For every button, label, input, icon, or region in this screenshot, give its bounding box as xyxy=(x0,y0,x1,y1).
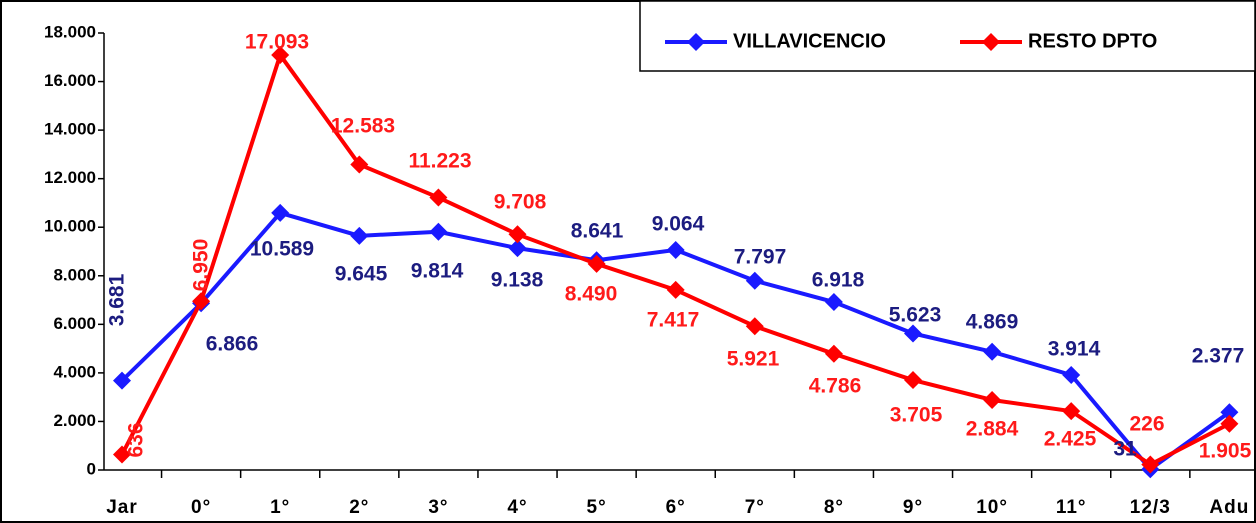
data-label: 9.814 xyxy=(411,260,464,283)
legend-box xyxy=(639,0,1256,72)
x-tick-label: Adu xyxy=(1209,497,1249,518)
data-label: 4.786 xyxy=(809,375,862,398)
data-label: 2.377 xyxy=(1192,345,1245,368)
point-marker xyxy=(1220,403,1239,422)
point-marker xyxy=(271,203,290,222)
y-tick-label: 0 xyxy=(87,459,96,478)
x-tick-label: 7° xyxy=(745,497,765,518)
point-marker xyxy=(429,188,448,207)
y-tick-label: 2.000 xyxy=(53,411,96,430)
point-marker xyxy=(666,280,685,299)
point-marker xyxy=(1062,402,1081,421)
data-label: 226 xyxy=(1129,413,1164,436)
point-marker xyxy=(904,371,922,390)
data-label: 3.914 xyxy=(1048,338,1101,361)
point-marker xyxy=(983,390,1002,409)
data-label: 1.905 xyxy=(1199,440,1252,463)
data-label: 11.223 xyxy=(408,150,471,173)
point-marker xyxy=(666,240,685,259)
point-marker xyxy=(1141,455,1160,474)
data-label: 6.918 xyxy=(812,269,865,292)
data-label: 6.950 xyxy=(190,239,213,292)
data-label: 17.093 xyxy=(245,31,309,54)
point-marker xyxy=(904,324,922,343)
data-label: 31 xyxy=(1113,438,1137,461)
point-marker xyxy=(271,46,290,65)
y-tick-label: 8.000 xyxy=(53,265,96,284)
point-marker xyxy=(745,317,764,336)
data-label: 4.869 xyxy=(966,311,1019,334)
point-marker xyxy=(587,254,606,273)
point-marker xyxy=(350,155,369,174)
data-label: 636 xyxy=(125,422,148,457)
point-marker xyxy=(824,293,843,312)
point-marker xyxy=(429,222,448,241)
data-label: 3.681 xyxy=(106,273,129,326)
point-marker xyxy=(824,344,843,363)
data-label: 9.064 xyxy=(652,213,705,236)
data-label: 2.884 xyxy=(966,418,1019,441)
x-tick-label: 9° xyxy=(903,497,923,518)
data-label: 3.705 xyxy=(890,404,943,427)
point-marker xyxy=(113,371,131,390)
data-label: 10.589 xyxy=(250,238,314,261)
point-marker xyxy=(508,239,527,258)
data-label: 5.623 xyxy=(889,304,942,327)
legend-marker xyxy=(687,33,705,51)
point-marker xyxy=(350,226,369,245)
y-tick-label: 14.000 xyxy=(44,120,96,139)
data-label: 8.490 xyxy=(565,283,618,306)
data-label: 9.138 xyxy=(491,269,544,292)
x-tick-label: 3° xyxy=(428,497,448,518)
x-tick-label: 5° xyxy=(587,497,607,518)
x-tick-label: 12/3 xyxy=(1130,497,1171,518)
data-label: 9.645 xyxy=(335,263,388,286)
y-tick-label: 6.000 xyxy=(53,314,96,333)
y-tick-label: 18.000 xyxy=(44,22,96,41)
x-tick-label: 11° xyxy=(1056,497,1087,518)
x-tick-label: 1° xyxy=(270,497,290,518)
point-marker xyxy=(508,225,527,244)
legend-label: RESTO DPTO xyxy=(1028,30,1157,52)
x-tick-label: 8° xyxy=(824,497,844,518)
y-tick-label: 12.000 xyxy=(44,168,96,187)
point-marker xyxy=(745,271,764,290)
data-label: 6.866 xyxy=(206,333,259,356)
point-marker xyxy=(113,445,131,464)
x-tick-label: 6° xyxy=(666,497,686,518)
y-tick-label: 4.000 xyxy=(53,362,96,381)
data-label: 5.921 xyxy=(727,348,780,371)
data-label: 9.708 xyxy=(494,191,547,214)
data-label: 12.583 xyxy=(331,115,395,138)
data-label: 7.797 xyxy=(734,246,787,269)
legend-marker xyxy=(982,33,1000,51)
x-tick-label: 10° xyxy=(976,497,1008,518)
x-tick-label: Jar xyxy=(106,497,138,518)
point-marker xyxy=(192,292,211,311)
y-tick-label: 10.000 xyxy=(44,217,96,236)
data-label: 7.417 xyxy=(647,309,700,332)
data-label: 8.641 xyxy=(571,220,624,243)
point-marker xyxy=(983,342,1002,361)
x-tick-label: 4° xyxy=(507,497,527,518)
x-tick-label: 0° xyxy=(191,497,211,518)
data-label: 2.425 xyxy=(1044,428,1097,451)
point-marker xyxy=(1220,414,1239,433)
y-tick-label: 16.000 xyxy=(44,71,96,90)
legend-label: VILLAVICENCIO xyxy=(733,30,886,52)
x-tick-label: 2° xyxy=(349,497,369,518)
point-marker xyxy=(1062,365,1081,384)
